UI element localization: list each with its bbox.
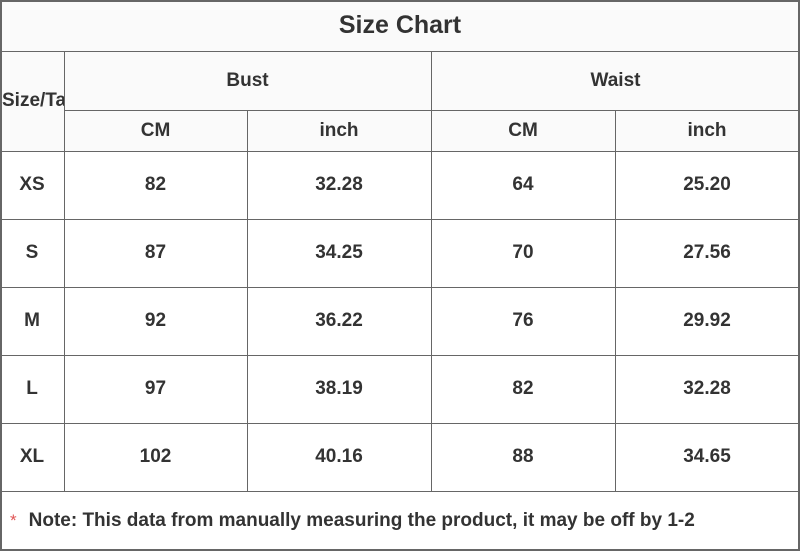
- value-cell: 38.19: [315, 378, 363, 399]
- divider: [0, 0, 2, 551]
- unit-header: CM: [431, 110, 615, 151]
- size-cell: XS: [19, 174, 45, 195]
- divider: [0, 355, 800, 356]
- value-cell: 27.56: [683, 242, 731, 263]
- divider: [0, 219, 800, 220]
- divider: [0, 423, 800, 424]
- divider: [431, 51, 432, 491]
- value-cell: 70: [512, 242, 534, 263]
- divider: [0, 549, 800, 551]
- value-cell: 102: [139, 446, 172, 467]
- value-cell: 76: [512, 310, 534, 331]
- value-cell: 88: [512, 446, 534, 467]
- size-cell: L: [26, 378, 38, 399]
- value-cell: 32.28: [683, 378, 731, 399]
- divider: [798, 0, 800, 551]
- value-cell: 29.92: [683, 310, 731, 331]
- value-cell: 97: [144, 378, 167, 399]
- bust-header: Bust: [64, 51, 431, 110]
- value-cell: 40.16: [315, 446, 363, 467]
- value-cell: 34.65: [683, 446, 731, 467]
- size-cell: S: [25, 242, 39, 263]
- note-text: Note: This data from manually measuring …: [28, 509, 695, 531]
- note-row: * Note: This data from manually measuring…: [0, 491, 800, 550]
- value-cell: 36.22: [315, 310, 363, 331]
- table-title: Size Chart: [0, 0, 800, 51]
- divider: [0, 287, 800, 288]
- waist-header: Waist: [431, 51, 800, 110]
- value-cell: 82: [512, 378, 534, 399]
- value-cell: 32.28: [315, 174, 363, 195]
- value-cell: 34.25: [315, 242, 363, 263]
- divider: [0, 51, 800, 52]
- divider: [0, 491, 800, 492]
- value-cell: 87: [144, 242, 167, 263]
- divider: [64, 110, 800, 111]
- value-cell: 64: [512, 174, 534, 195]
- size-cell: M: [24, 310, 40, 331]
- unit-header: inch: [615, 110, 799, 151]
- unit-header: inch: [247, 110, 431, 151]
- unit-header: CM: [64, 110, 247, 151]
- divider: [0, 0, 800, 2]
- asterisk-marker: *: [10, 510, 17, 530]
- divider: [64, 51, 65, 491]
- value-cell: 82: [144, 174, 167, 195]
- size-cell: XL: [19, 446, 45, 467]
- divider: [0, 151, 800, 152]
- divider: [247, 110, 248, 491]
- size-header: Size/Ta: [0, 51, 64, 151]
- value-cell: 25.20: [683, 174, 731, 195]
- value-cell: 92: [144, 310, 167, 331]
- divider: [615, 110, 616, 491]
